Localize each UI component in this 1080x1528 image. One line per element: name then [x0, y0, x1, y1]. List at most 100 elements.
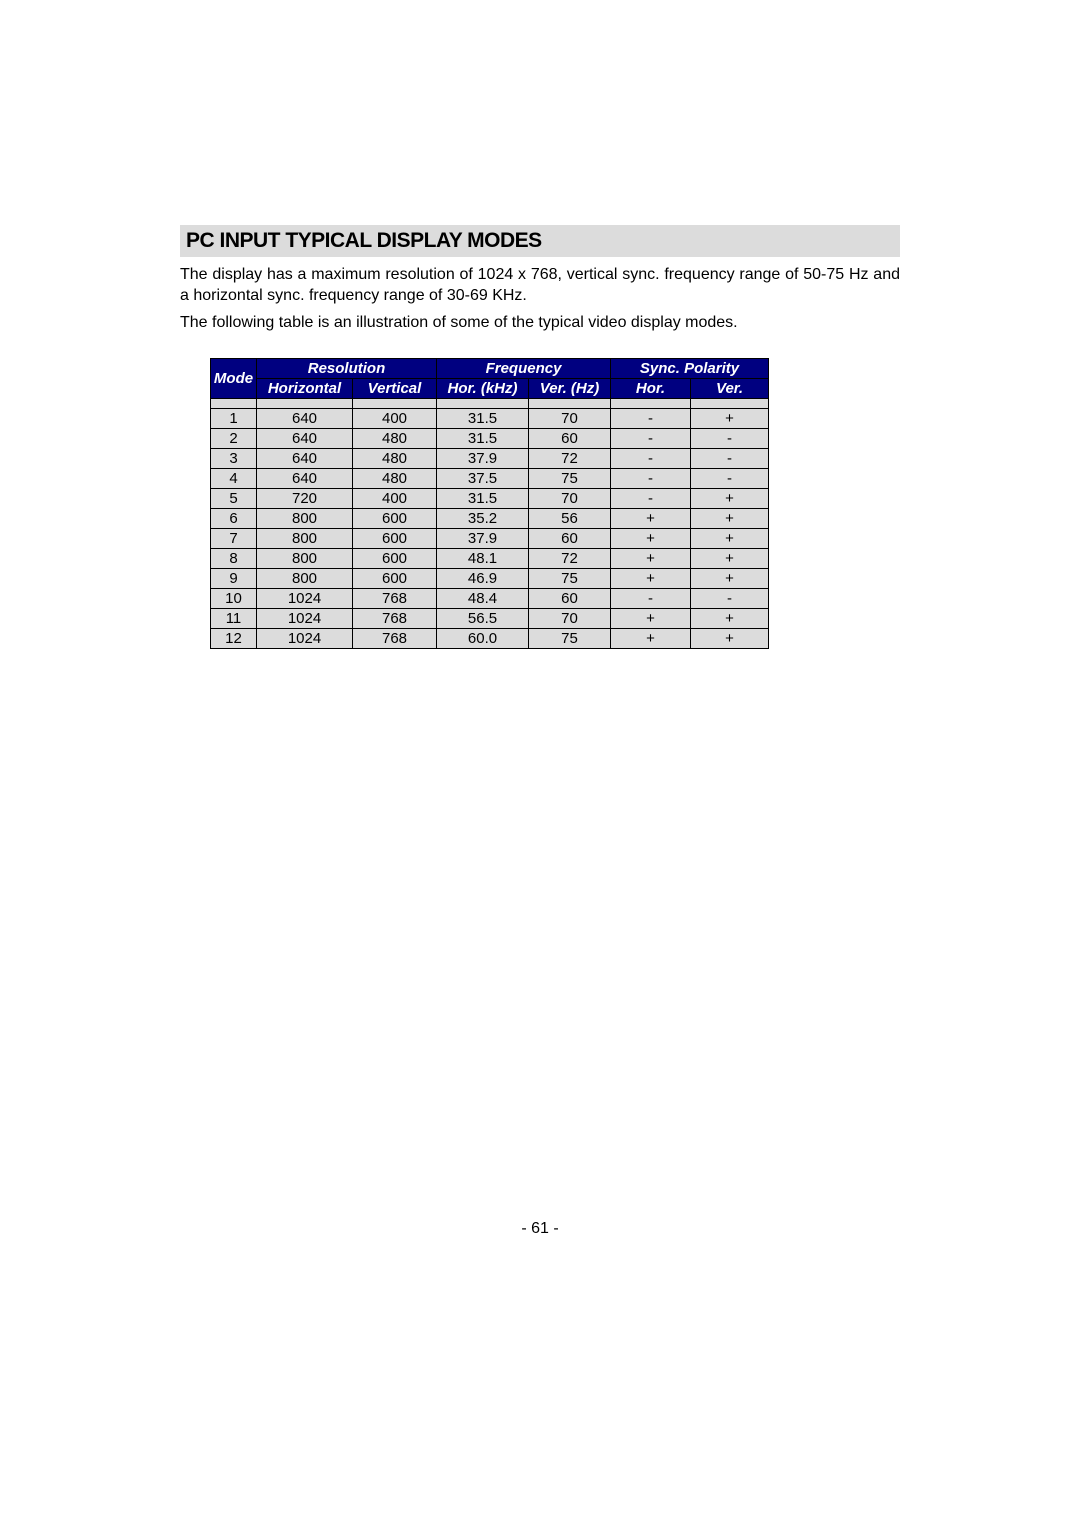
table-cell: 6 — [211, 509, 257, 529]
col-sync-hor: Hor. — [611, 379, 691, 399]
table-cell: - — [691, 429, 769, 449]
table-cell: 600 — [353, 569, 437, 589]
table-cell: 31.5 — [437, 429, 529, 449]
table-cell: + — [611, 569, 691, 589]
table-cell: 600 — [353, 549, 437, 569]
table-cell: 70 — [529, 409, 611, 429]
table-cell: 48.1 — [437, 549, 529, 569]
table-cell: - — [691, 469, 769, 489]
table-cell: 8 — [211, 549, 257, 569]
table-cell: 60 — [529, 589, 611, 609]
page-number: - 61 - — [0, 1220, 1080, 1238]
table-cell: 11 — [211, 609, 257, 629]
col-horizontal: Horizontal — [257, 379, 353, 399]
table-row: 10102476848.460-- — [211, 589, 769, 609]
table-cell: 400 — [353, 489, 437, 509]
table-cell: 800 — [257, 569, 353, 589]
table-row: 12102476860.075++ — [211, 629, 769, 649]
table-cell: - — [611, 409, 691, 429]
table-cell: 600 — [353, 529, 437, 549]
table-row: 572040031.570-+ — [211, 489, 769, 509]
table-cell: 480 — [353, 449, 437, 469]
col-group-resolution: Resolution — [257, 359, 437, 379]
col-sync-ver: Ver. — [691, 379, 769, 399]
table-cell: + — [691, 409, 769, 429]
table-cell: 48.4 — [437, 589, 529, 609]
table-cell: + — [691, 489, 769, 509]
table-cell: 768 — [353, 609, 437, 629]
table-row: 464048037.575-- — [211, 469, 769, 489]
table-cell: 46.9 — [437, 569, 529, 589]
table-cell: 640 — [257, 449, 353, 469]
table-cell: 1024 — [257, 609, 353, 629]
table-row: 164040031.570-+ — [211, 409, 769, 429]
paragraph-1: The display has a maximum resolution of … — [180, 265, 900, 307]
table-cell: - — [691, 589, 769, 609]
table-header-row-sub: Horizontal Vertical Hor. (kHz) Ver. (Hz)… — [211, 379, 769, 399]
section-title: PC INPUT TYPICAL DISPLAY MODES — [186, 229, 542, 252]
table-cell: 640 — [257, 429, 353, 449]
table-cell: - — [611, 429, 691, 449]
table-cell: + — [691, 569, 769, 589]
table-cell: 1024 — [257, 629, 353, 649]
table-cell: 31.5 — [437, 489, 529, 509]
table-cell: 37.5 — [437, 469, 529, 489]
table-row: 780060037.960++ — [211, 529, 769, 549]
table-row: 680060035.256++ — [211, 509, 769, 529]
col-group-frequency: Frequency — [437, 359, 611, 379]
table-cell: 75 — [529, 569, 611, 589]
col-group-sync: Sync. Polarity — [611, 359, 769, 379]
table-cell: 800 — [257, 509, 353, 529]
table-cell: - — [611, 489, 691, 509]
table-cell: 75 — [529, 469, 611, 489]
document-page: PC INPUT TYPICAL DISPLAY MODES The displ… — [180, 225, 900, 649]
table-cell: 600 — [353, 509, 437, 529]
table-cell: - — [691, 449, 769, 469]
table-cell: 768 — [353, 629, 437, 649]
table-row: 980060046.975++ — [211, 569, 769, 589]
table-cell: 56 — [529, 509, 611, 529]
spacer-row — [211, 399, 769, 409]
section-title-bar: PC INPUT TYPICAL DISPLAY MODES — [180, 225, 900, 257]
table-cell: 72 — [529, 449, 611, 469]
table-cell: 480 — [353, 469, 437, 489]
paragraph-2: The following table is an illustration o… — [180, 313, 900, 334]
table-wrapper: Mode Resolution Frequency Sync. Polarity… — [210, 358, 900, 649]
table-cell: + — [611, 549, 691, 569]
table-cell: 60.0 — [437, 629, 529, 649]
table-row: 11102476856.570++ — [211, 609, 769, 629]
table-cell: 640 — [257, 409, 353, 429]
table-cell: 12 — [211, 629, 257, 649]
table-cell: 31.5 — [437, 409, 529, 429]
table-cell: 35.2 — [437, 509, 529, 529]
table-cell: 10 — [211, 589, 257, 609]
table-row: 880060048.172++ — [211, 549, 769, 569]
table-body: 164040031.570-+264048031.560--364048037.… — [211, 399, 769, 649]
table-cell: 5 — [211, 489, 257, 509]
table-row: 264048031.560-- — [211, 429, 769, 449]
table-cell: + — [691, 609, 769, 629]
table-cell: 56.5 — [437, 609, 529, 629]
table-cell: 1 — [211, 409, 257, 429]
display-modes-table: Mode Resolution Frequency Sync. Polarity… — [210, 358, 769, 649]
table-cell: + — [691, 629, 769, 649]
table-cell: 400 — [353, 409, 437, 429]
table-cell: 60 — [529, 529, 611, 549]
table-cell: 480 — [353, 429, 437, 449]
table-cell: + — [611, 509, 691, 529]
col-mode: Mode — [211, 359, 257, 399]
table-cell: - — [611, 469, 691, 489]
table-cell: 7 — [211, 529, 257, 549]
table-cell: + — [611, 609, 691, 629]
table-cell: 768 — [353, 589, 437, 609]
table-cell: 75 — [529, 629, 611, 649]
table-cell: 37.9 — [437, 449, 529, 469]
table-cell: 1024 — [257, 589, 353, 609]
table-cell: 60 — [529, 429, 611, 449]
table-cell: 70 — [529, 489, 611, 509]
table-cell: 3 — [211, 449, 257, 469]
table-cell: 720 — [257, 489, 353, 509]
table-cell: + — [691, 549, 769, 569]
table-cell: + — [691, 509, 769, 529]
table-cell: 9 — [211, 569, 257, 589]
